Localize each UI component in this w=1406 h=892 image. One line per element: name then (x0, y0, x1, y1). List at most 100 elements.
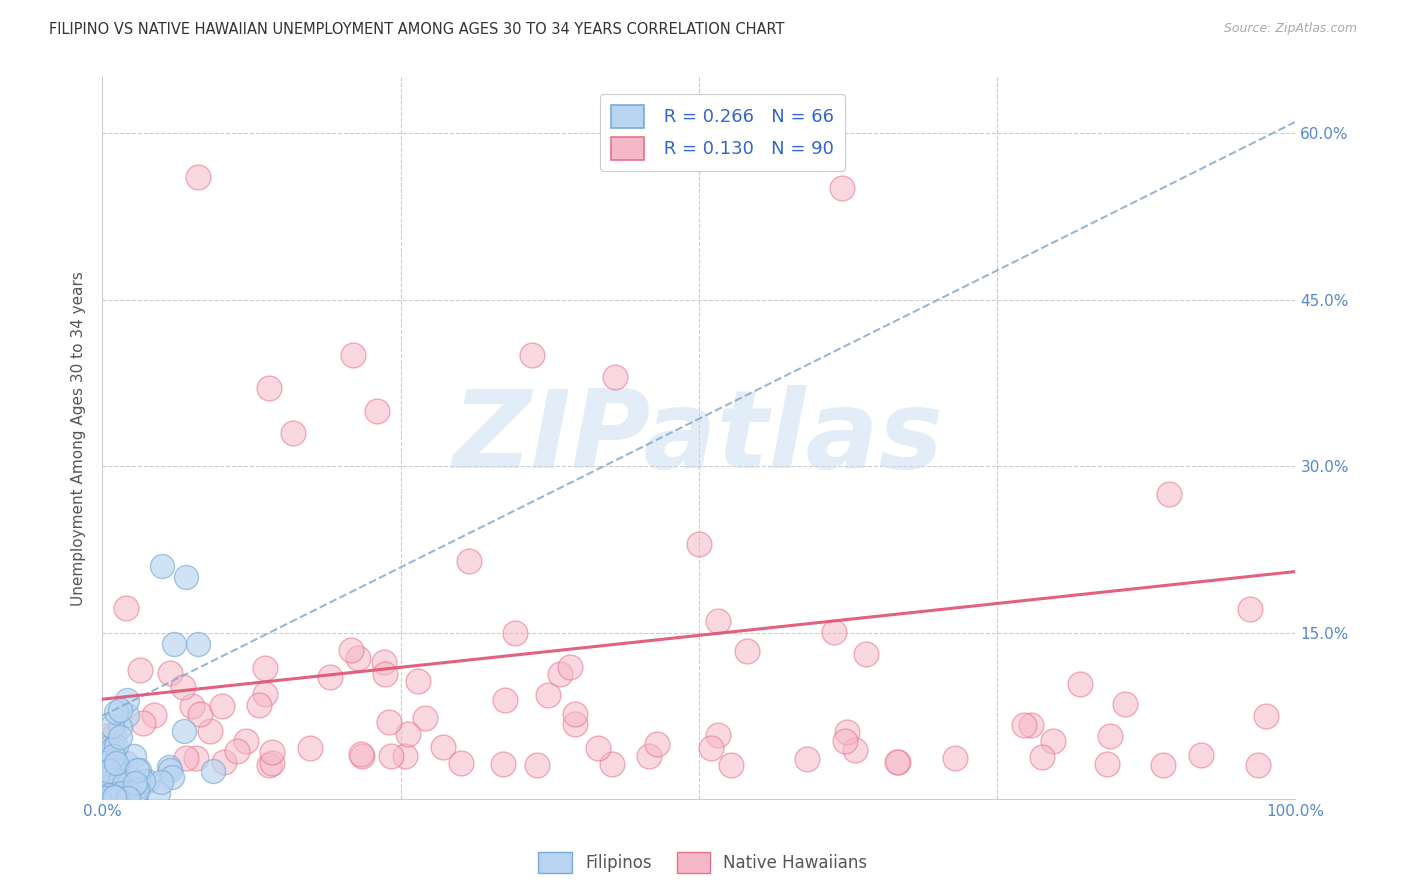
Point (600, 756, 623, 771)
Point (720, 757, 742, 772)
Point (558, 660, 581, 674)
Point (129, 663, 152, 677)
Point (101, 787, 124, 801)
Point (886, 755, 908, 769)
Point (127, 783, 149, 797)
Point (163, 637, 186, 651)
Point (94, 790, 117, 805)
Point (537, 689, 560, 703)
Point (247, 698, 270, 713)
Point (108, 720, 131, 734)
Point (96, 729, 118, 743)
Point (132, 715, 155, 730)
Point (125, 763, 148, 777)
Point (117, 785, 139, 799)
Point (150, 559, 173, 574)
Point (94, 756, 117, 771)
Point (101, 789, 124, 804)
Point (374, 667, 396, 681)
Y-axis label: Unemployment Among Ages 30 to 34 years: Unemployment Among Ages 30 to 34 years (72, 271, 86, 606)
Point (103, 728, 125, 742)
Point (1239, 602, 1261, 616)
Point (115, 693, 138, 707)
Point (97, 788, 120, 802)
Legend: Filipinos, Native Hawaiians: Filipinos, Native Hawaiians (531, 846, 875, 880)
Point (1012, 718, 1035, 732)
Point (548, 667, 571, 681)
Point (100, 760, 122, 774)
Point (257, 758, 280, 772)
Point (124, 780, 146, 794)
Point (494, 692, 516, 706)
Point (350, 747, 373, 761)
Point (132, 774, 155, 789)
Point (211, 699, 233, 714)
Point (1157, 487, 1180, 501)
Point (100, 719, 122, 733)
Point (111, 786, 134, 800)
Point (117, 790, 139, 805)
Point (380, 748, 402, 763)
Point (707, 728, 730, 742)
Point (735, 644, 758, 658)
Point (122, 788, 145, 802)
Point (700, 741, 723, 756)
Point (105, 762, 128, 776)
Point (212, 755, 235, 769)
Point (1099, 729, 1122, 743)
Point (96, 756, 118, 771)
Point (98, 774, 121, 789)
Point (157, 759, 180, 773)
Point (342, 348, 364, 362)
Point (645, 737, 668, 751)
Point (588, 740, 610, 755)
Point (1152, 758, 1174, 772)
Point (105, 705, 128, 719)
Point (394, 748, 416, 763)
Point (458, 554, 481, 568)
Point (187, 170, 209, 185)
Point (373, 655, 395, 669)
Point (259, 381, 281, 395)
Point (101, 740, 124, 755)
Point (605, 370, 627, 384)
Point (520, 348, 543, 362)
Point (406, 674, 429, 689)
Point (104, 790, 127, 805)
Point (564, 716, 586, 731)
Point (125, 789, 148, 803)
Point (253, 687, 276, 701)
Point (101, 790, 124, 805)
Point (104, 756, 127, 770)
Point (124, 776, 146, 790)
Point (366, 403, 388, 417)
Point (98, 754, 121, 768)
Point (491, 756, 513, 771)
Point (943, 751, 966, 765)
Point (101, 749, 124, 764)
Point (235, 734, 257, 748)
Point (340, 642, 363, 657)
Point (110, 773, 132, 788)
Point (112, 777, 135, 791)
Point (253, 661, 276, 675)
Point (114, 756, 136, 771)
Point (844, 743, 866, 757)
Point (281, 425, 304, 440)
Point (104, 739, 127, 754)
Point (831, 181, 853, 195)
Point (108, 703, 131, 717)
Point (834, 734, 856, 748)
Point (174, 570, 197, 584)
Point (184, 751, 207, 765)
Point (107, 771, 129, 785)
Point (1031, 749, 1053, 764)
Point (432, 740, 454, 755)
Point (637, 748, 659, 763)
Point (187, 637, 209, 651)
Point (108, 790, 131, 805)
Point (396, 726, 419, 740)
Point (796, 752, 818, 766)
Point (225, 744, 247, 758)
Point (688, 537, 710, 551)
